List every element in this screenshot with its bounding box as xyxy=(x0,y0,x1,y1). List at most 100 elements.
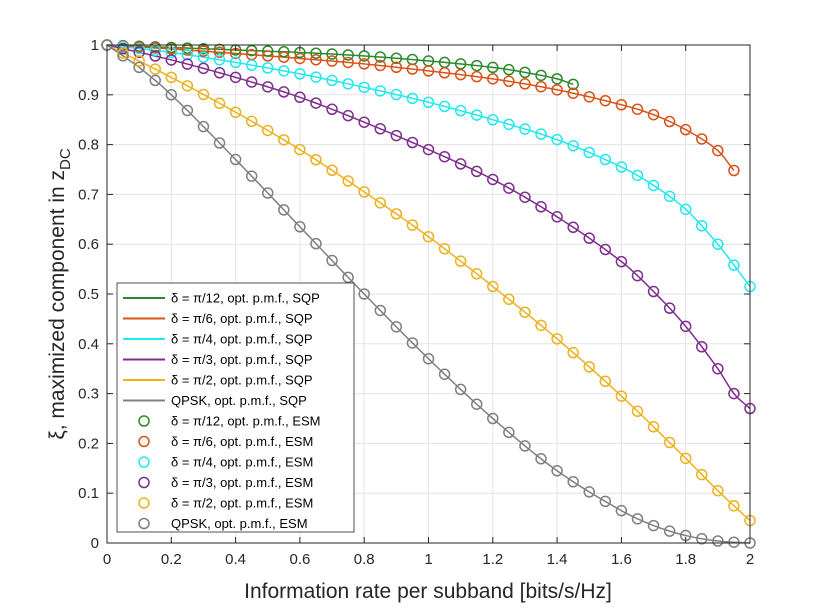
data-point-marker xyxy=(551,211,563,223)
data-point-marker xyxy=(535,80,547,93)
data-point-marker xyxy=(696,133,708,145)
data-point-marker xyxy=(599,153,612,166)
data-point-marker xyxy=(599,94,612,107)
data-point-marker xyxy=(422,143,435,156)
data-point-marker xyxy=(583,486,595,498)
data-point-marker xyxy=(647,179,660,192)
legend-label: δ = π/2, opt. p.m.f., ESM xyxy=(171,496,313,511)
data-point-marker xyxy=(358,288,370,300)
legend-label: QPSK, opt. p.m.f., SQP xyxy=(171,393,307,408)
data-point-marker xyxy=(728,500,740,512)
data-point-marker xyxy=(294,143,306,156)
data-point-marker xyxy=(454,104,467,117)
y-axis-title: ξ, maximized component in zDC xyxy=(46,148,74,440)
series-markers xyxy=(101,39,756,549)
data-point-marker xyxy=(663,115,676,128)
data-point-marker xyxy=(422,230,435,243)
data-point-marker xyxy=(728,536,740,548)
data-point-marker xyxy=(262,45,274,57)
data-point-marker xyxy=(454,158,467,170)
data-point-marker xyxy=(422,65,435,77)
data-point-marker xyxy=(374,304,387,317)
data-point-marker xyxy=(406,63,419,75)
data-point-marker xyxy=(149,50,161,62)
data-point-marker xyxy=(712,238,724,250)
legend-label: δ = π/4, opt. p.m.f., SQP xyxy=(171,332,313,347)
data-point-marker xyxy=(213,97,226,110)
data-point-marker xyxy=(663,436,676,449)
data-point-marker xyxy=(133,61,145,74)
data-point-marker xyxy=(663,302,676,314)
data-point-marker xyxy=(470,165,483,178)
legend-label: δ = π/12, opt. p.m.f., ESM xyxy=(171,414,321,429)
data-point-marker xyxy=(615,161,628,173)
legend-label: δ = π/6, opt. p.m.f., ESM xyxy=(171,434,313,449)
data-point-marker xyxy=(696,341,708,353)
data-point-marker xyxy=(487,61,499,74)
data-point-marker xyxy=(133,55,145,67)
data-point-marker xyxy=(583,91,595,103)
data-point-marker xyxy=(519,191,531,203)
data-point-marker xyxy=(567,346,579,359)
data-point-marker xyxy=(117,50,129,62)
x-tick-label: 0 xyxy=(103,551,111,568)
data-point-marker xyxy=(294,221,306,233)
data-point-marker xyxy=(438,368,451,380)
data-point-marker xyxy=(310,54,322,66)
data-point-marker xyxy=(406,136,419,149)
data-point-marker xyxy=(631,103,644,115)
data-point-marker xyxy=(696,220,708,232)
series-line-1 xyxy=(106,44,574,86)
data-point-marker xyxy=(696,533,708,545)
y-tick-label: 0.1 xyxy=(78,485,99,502)
data-point-marker xyxy=(663,190,676,203)
data-point-marker xyxy=(454,383,467,396)
data-point-marker xyxy=(615,390,628,402)
data-point-marker xyxy=(615,255,628,268)
data-point-marker xyxy=(503,426,515,439)
data-point-marker xyxy=(278,46,290,58)
data-point-marker xyxy=(503,293,515,306)
data-point-marker xyxy=(454,68,467,81)
data-point-marker xyxy=(342,109,354,122)
data-point-marker xyxy=(406,219,419,231)
data-point-marker xyxy=(294,91,306,104)
legend-marker-swatch xyxy=(138,517,150,530)
data-point-marker xyxy=(262,50,274,62)
axis-ticks: 0 0.2 0.4 0.6 0.8 1 1.2 1.4 1.6 1.8 2 0 0.1 0.2 0.3 0.4… xyxy=(78,37,754,568)
data-point-marker xyxy=(470,398,483,410)
data-point-marker xyxy=(422,352,435,365)
data-point-marker xyxy=(663,525,676,537)
data-point-marker xyxy=(535,201,547,213)
data-point-marker xyxy=(197,45,210,57)
legend-marker-swatch xyxy=(138,435,150,448)
data-point-marker xyxy=(679,203,692,216)
data-point-marker xyxy=(519,66,531,79)
data-point-marker xyxy=(519,123,531,135)
data-point-marker xyxy=(245,115,258,128)
data-point-marker xyxy=(599,243,612,256)
data-point-marker xyxy=(390,208,403,220)
data-point-marker xyxy=(647,421,660,433)
data-point-marker xyxy=(342,78,354,90)
y-tick-label: 0 xyxy=(91,535,99,552)
data-point-marker xyxy=(229,106,242,118)
data-point-marker xyxy=(165,89,178,101)
data-point-marker xyxy=(470,59,483,72)
data-point-marker xyxy=(149,74,161,87)
data-point-marker xyxy=(358,58,370,70)
data-point-marker xyxy=(165,71,178,84)
x-tick-label: 0.6 xyxy=(289,551,310,568)
data-point-marker xyxy=(245,76,258,88)
data-point-marker xyxy=(567,87,579,99)
x-tick-label: 1 xyxy=(424,551,432,568)
data-point-marker xyxy=(631,405,644,418)
data-point-marker xyxy=(487,113,499,126)
data-point-marker xyxy=(358,186,370,198)
data-point-marker xyxy=(262,81,274,93)
data-point-marker xyxy=(374,197,387,209)
data-point-marker xyxy=(294,52,306,65)
data-point-marker xyxy=(519,78,531,90)
data-point-marker xyxy=(310,71,322,83)
data-point-marker xyxy=(117,42,129,55)
